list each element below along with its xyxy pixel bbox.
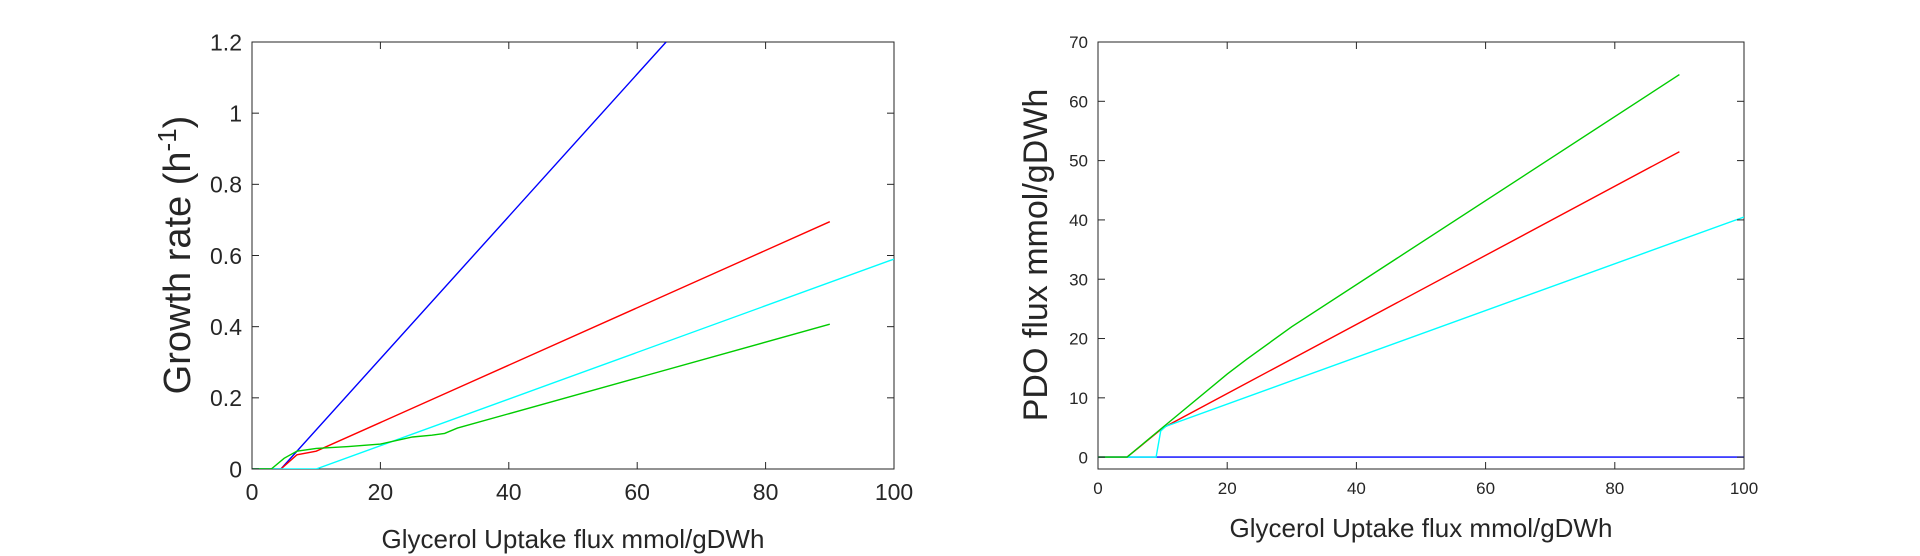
growth-rate-x-axis-label: Glycerol Uptake flux mmol/gDWh bbox=[382, 524, 765, 554]
growth-rate-x-tick-label-3: 60 bbox=[624, 479, 650, 505]
growth-rate-y-tick-label-5: 1 bbox=[229, 100, 242, 126]
pdo-flux-x-axis-label: Glycerol Uptake flux mmol/gDWh bbox=[1230, 513, 1613, 543]
growth-rate-y-tick-label-1: 0.2 bbox=[210, 385, 242, 411]
growth-rate-y-tick-label-2: 0.4 bbox=[210, 314, 242, 340]
pdo-flux-y-tick-label-6: 60 bbox=[1069, 92, 1088, 111]
pdo-flux-series-line-3 bbox=[1098, 74, 1680, 458]
growth-rate-y-tick-label-0: 0 bbox=[229, 456, 242, 482]
pdo-flux-y-tick-label-3: 30 bbox=[1069, 270, 1088, 289]
growth-rate-series-line-3 bbox=[252, 323, 830, 469]
pdo-flux-series-line-2 bbox=[1098, 216, 1744, 458]
pdo-flux-series-group bbox=[1098, 74, 1744, 458]
growth-rate-chart: 0 20 40 60 80 100 0 0.2 0.4 0.6 0.8 1 1.2 Glycerol U… bbox=[152, 29, 913, 554]
pdo-flux-ticks-group: 0 20 40 60 80 100 0 10 20 30 40 50 60 70 bbox=[1069, 33, 1758, 498]
growth-rate-y-axis-label: Growth rate (h-1) bbox=[152, 116, 199, 395]
growth-rate-x-tick-label-0: 0 bbox=[246, 479, 259, 505]
growth-rate-series-line-1 bbox=[252, 221, 831, 469]
growth-rate-series-line-0 bbox=[252, 42, 667, 469]
growth-rate-ticks-group: 0 20 40 60 80 100 0 0.2 0.4 0.6 0.8 1 1.2 bbox=[210, 29, 913, 505]
pdo-flux-x-tick-label-4: 80 bbox=[1605, 479, 1624, 498]
pdo-flux-x-tick-label-1: 20 bbox=[1218, 479, 1237, 498]
growth-rate-y-tick-label-4: 0.8 bbox=[210, 172, 242, 198]
pdo-flux-y-tick-label-4: 40 bbox=[1069, 211, 1088, 230]
growth-rate-x-tick-label-1: 20 bbox=[368, 479, 394, 505]
growth-rate-y-axis-label-main: Growth rate (h bbox=[157, 151, 199, 394]
pdo-flux-chart: 0 20 40 60 80 100 0 10 20 30 40 50 60 70 Glycerol Upt… bbox=[1017, 33, 1758, 543]
pdo-flux-y-tick-label-5: 50 bbox=[1069, 152, 1088, 171]
pdo-flux-y-tick-label-2: 20 bbox=[1069, 330, 1088, 349]
growth-rate-series-line-2 bbox=[252, 258, 894, 469]
growth-rate-plot-frame bbox=[251, 41, 895, 470]
growth-rate-x-tick-label-2: 40 bbox=[496, 479, 522, 505]
growth-rate-y-tick-label-6: 1.2 bbox=[210, 29, 242, 55]
growth-rate-x-tick-label-5: 100 bbox=[875, 479, 913, 505]
growth-rate-x-tick-label-4: 80 bbox=[753, 479, 779, 505]
pdo-flux-y-tick-label-7: 70 bbox=[1069, 33, 1088, 52]
growth-rate-y-axis-label-superscript: -1 bbox=[152, 128, 182, 151]
growth-rate-series-group bbox=[252, 42, 894, 469]
pdo-flux-y-tick-label-0: 0 bbox=[1079, 448, 1088, 467]
pdo-flux-x-tick-label-3: 60 bbox=[1476, 479, 1495, 498]
pdo-flux-x-tick-label-5: 100 bbox=[1730, 479, 1758, 498]
growth-rate-y-tick-label-3: 0.6 bbox=[210, 243, 242, 269]
pdo-flux-y-axis-label: PDO flux mmol/gDWh bbox=[1017, 89, 1055, 422]
pdo-flux-plot-frame bbox=[1097, 41, 1745, 470]
pdo-flux-y-tick-label-1: 10 bbox=[1069, 389, 1088, 408]
growth-rate-y-axis-label-suffix: ) bbox=[157, 116, 199, 129]
pdo-flux-x-tick-label-2: 40 bbox=[1347, 479, 1366, 498]
pdo-flux-x-tick-label-0: 0 bbox=[1093, 479, 1102, 498]
